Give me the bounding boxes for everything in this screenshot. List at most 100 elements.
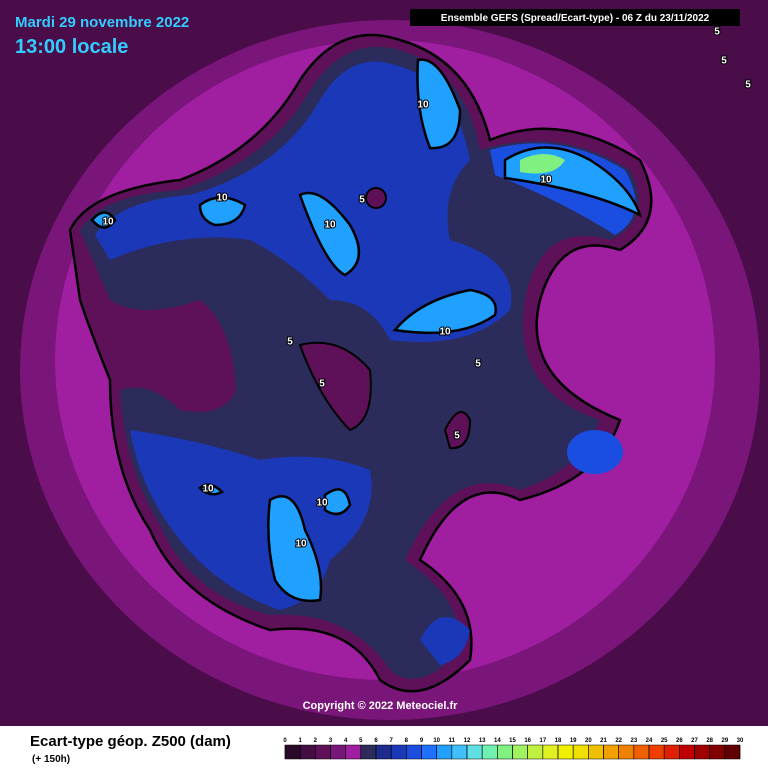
low-spread	[365, 187, 387, 209]
spread-zone	[420, 617, 470, 665]
colorbar-swatch	[709, 744, 726, 760]
colorbar-tick-label: 11	[449, 738, 456, 744]
copyright: Copyright © 2022 Meteociel.fr	[303, 700, 459, 712]
contour-label: 5	[454, 431, 460, 442]
date: Mardi 29 novembre 2022	[15, 14, 189, 31]
contour-label: 10	[316, 498, 328, 509]
colorbar-swatch	[466, 744, 483, 760]
colorbar-swatch	[663, 744, 680, 760]
colorbar-tick-label: 13	[479, 738, 486, 744]
contour-label: 5	[721, 56, 727, 67]
colorbar-tick-label: 10	[433, 738, 440, 744]
contour-label: 10	[102, 217, 114, 228]
colorbar-tick-label: 16	[524, 738, 531, 744]
contour-10	[392, 288, 497, 335]
colorbar-swatch	[497, 744, 513, 760]
contour-10	[198, 483, 225, 496]
colorbar-swatch	[648, 744, 665, 760]
contour-label: 5	[359, 195, 365, 206]
contour-10	[267, 495, 323, 603]
colorbar: 0 1 2 3 4 5 6 7 8 9 10 11 12 13 14 15 16 17 18 19 20 21 22 23 24…	[283, 738, 744, 760]
colorbar-tick-label: 26	[676, 738, 683, 744]
colorbar-tick-label: 7	[389, 738, 393, 744]
colorbar-swatch	[360, 744, 377, 760]
colorbar-tick-label: 6	[374, 738, 378, 744]
colorbar-tick-label: 21	[600, 738, 607, 744]
colorbar-tick-label: 29	[721, 738, 728, 744]
colorbar-tick-label: 24	[646, 738, 653, 744]
contour-label: 10	[216, 193, 228, 204]
spread-zone	[567, 430, 623, 474]
colorbar-tick-label: 4	[344, 738, 348, 744]
legend-lead: (+ 150h)	[32, 754, 70, 765]
model-banner	[410, 9, 740, 26]
colorbar-swatch	[679, 744, 695, 760]
time: 13:00 locale	[15, 36, 128, 58]
legend-title: Ecart-type géop. Z500 (dam)	[30, 733, 231, 750]
contour-10	[298, 191, 360, 277]
colorbar-swatch	[375, 744, 392, 760]
colorbar-tick-label: 17	[539, 738, 546, 744]
contour-label: 10	[324, 220, 336, 231]
contour-labels: 10 10 10 10 5 10 10 5 5 5 5 10 10 10 5 5 5	[101, 26, 752, 551]
colorbar-swatch	[315, 744, 331, 760]
map: 10 10 10 10 5 10 10 5 5 5 5 10 10 10 5 5 5 Copyright © 2…	[0, 0, 768, 726]
low-spread	[298, 341, 372, 432]
contour-10	[90, 211, 117, 229]
colorbar-swatch	[527, 744, 544, 760]
low-spread	[443, 411, 472, 450]
colorbar-tick-label: 27	[691, 738, 698, 744]
contour-label: 5	[475, 359, 481, 370]
colorbar-swatch	[557, 744, 574, 760]
colorbar-tick-label: 19	[570, 738, 577, 744]
colorbar-swatch	[421, 744, 437, 760]
model: Ensemble GEFS (Spread/Ecart-type) - 06 Z…	[441, 13, 710, 24]
colorbar-tick-label: 12	[464, 738, 471, 744]
colorbar-swatch	[572, 744, 589, 760]
contour-label: 10	[295, 539, 307, 550]
colorbar-tick-label: 15	[509, 738, 516, 744]
contour-10	[416, 58, 462, 150]
spread-max	[520, 154, 565, 174]
colorbar-tick-label: 3	[329, 738, 333, 744]
contour-10	[198, 196, 247, 227]
colorbar-swatch	[451, 744, 468, 760]
colorbar-swatch	[618, 744, 635, 760]
contour-label: 5	[745, 80, 751, 91]
colorbar-swatch	[481, 744, 498, 760]
colorbar-swatch	[299, 744, 316, 760]
colorbar-tick-label: 28	[706, 738, 713, 744]
colorbar-swatch	[542, 744, 559, 760]
colorbar-swatch	[724, 744, 741, 760]
colorbar-swatch	[694, 744, 710, 760]
colorbar-tick-label: 18	[555, 738, 562, 744]
colorbar-swatch	[330, 744, 346, 760]
colorbar-tick-label: 22	[615, 738, 622, 744]
contour-label: 5	[287, 337, 293, 348]
colorbar-tick-label: 2	[314, 738, 318, 744]
colorbar-tick-label: 5	[359, 738, 363, 744]
colorbar-swatch	[633, 744, 650, 760]
colorbar-swatch	[406, 744, 422, 760]
colorbar-swatch	[345, 744, 362, 760]
contour-label: 10	[540, 175, 552, 186]
contour-10	[323, 488, 352, 516]
contour-label: 10	[202, 484, 214, 495]
colorbar-swatch	[436, 744, 453, 760]
colorbar-tick-label: 9	[420, 738, 424, 744]
contour-label: 10	[417, 100, 429, 111]
contour-label: 5	[714, 27, 720, 38]
colorbar-swatch	[512, 744, 528, 760]
colorbar-tick-label: 14	[494, 738, 501, 744]
colorbar-swatch	[390, 744, 407, 760]
contour-label: 5	[319, 379, 325, 390]
contour-label: 10	[439, 327, 451, 338]
colorbar-tick-label: 23	[630, 738, 637, 744]
colorbar-tick-label: 8	[405, 738, 409, 744]
colorbar-swatch	[588, 744, 604, 760]
colorbar-tick-label: 1	[298, 738, 302, 744]
colorbar-swatch	[284, 744, 301, 760]
colorbar-tick-label: 30	[737, 738, 744, 744]
